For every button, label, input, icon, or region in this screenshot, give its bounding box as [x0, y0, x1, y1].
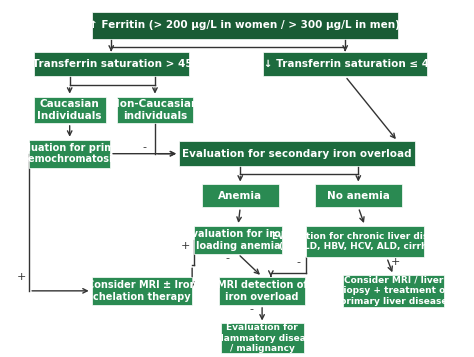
Text: Anemia: Anemia — [218, 191, 262, 201]
FancyBboxPatch shape — [194, 226, 282, 254]
Text: Caucasian
Individuals: Caucasian Individuals — [37, 99, 102, 121]
FancyBboxPatch shape — [91, 277, 192, 305]
Text: -: - — [296, 257, 300, 267]
Text: ↔ / ↓ Transferrin saturation ≤ 45%: ↔ / ↓ Transferrin saturation ≤ 45% — [244, 59, 447, 69]
Text: ↑ Ferritin (> 200 μg/L in women / > 300 μg/L in men): ↑ Ferritin (> 200 μg/L in women / > 300 … — [89, 20, 400, 30]
Text: +: + — [17, 272, 26, 282]
Text: -: - — [249, 304, 253, 314]
FancyBboxPatch shape — [34, 96, 106, 123]
Text: MRI detection of
iron overload: MRI detection of iron overload — [217, 280, 308, 302]
Text: +: + — [181, 241, 190, 251]
FancyBboxPatch shape — [315, 185, 402, 207]
FancyBboxPatch shape — [220, 323, 304, 353]
Text: ↑ Transferrin saturation > 45%: ↑ Transferrin saturation > 45% — [20, 59, 203, 69]
FancyBboxPatch shape — [263, 52, 427, 76]
FancyBboxPatch shape — [91, 12, 398, 39]
Text: Evaluation for primary
hemochromatosis: Evaluation for primary hemochromatosis — [8, 143, 132, 165]
Text: Evaluation for chronic liver diseases
(NAFLD, HBV, HCV, ALD, cirrhosis): Evaluation for chronic liver diseases (N… — [272, 232, 457, 251]
Text: Non-Caucasian
individuals: Non-Caucasian individuals — [111, 99, 199, 121]
FancyBboxPatch shape — [219, 277, 305, 305]
FancyBboxPatch shape — [202, 185, 279, 207]
Text: Evaluation for
inflammatory disease
/ malignancy: Evaluation for inflammatory disease / ma… — [207, 323, 317, 353]
Text: +: + — [391, 257, 400, 267]
FancyBboxPatch shape — [343, 275, 444, 307]
FancyBboxPatch shape — [117, 96, 193, 123]
FancyBboxPatch shape — [34, 52, 189, 76]
Text: Consider MRI ± Iron
chelation therapy: Consider MRI ± Iron chelation therapy — [87, 280, 197, 302]
FancyBboxPatch shape — [29, 140, 110, 168]
Text: -: - — [225, 253, 229, 263]
Text: Evaluation for secondary iron overload: Evaluation for secondary iron overload — [182, 149, 412, 159]
Text: No anemia: No anemia — [327, 191, 390, 201]
Text: Evaluation for iron-
loading anemia: Evaluation for iron- loading anemia — [185, 229, 292, 251]
FancyBboxPatch shape — [179, 141, 415, 166]
Text: -: - — [143, 142, 146, 152]
Text: Consider MRI / liver
biopsy + treatment of
primary liver disease: Consider MRI / liver biopsy + treatment … — [337, 276, 449, 306]
FancyBboxPatch shape — [306, 226, 424, 257]
